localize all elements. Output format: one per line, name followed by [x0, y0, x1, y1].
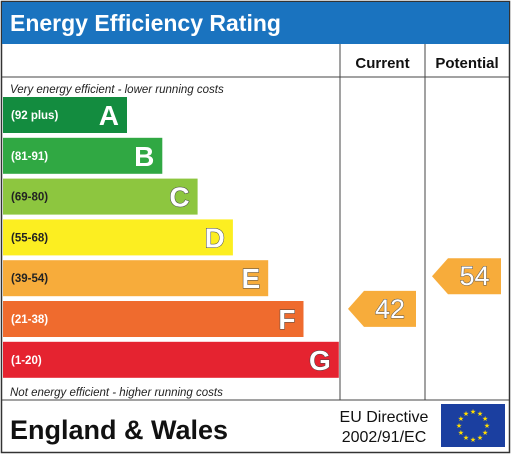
potential-rating-value: 54 — [459, 261, 489, 291]
flag-star-icon: ★ — [477, 410, 483, 418]
band-letter: G — [309, 345, 331, 376]
band-letter: B — [134, 141, 154, 172]
directive-line-2: 2002/91/EC — [342, 429, 427, 446]
current-rating-value: 42 — [375, 294, 405, 324]
rating-band-d — [3, 219, 233, 256]
note-bottom: Not energy efficient - higher running co… — [10, 387, 223, 399]
rating-band-f — [3, 301, 304, 337]
band-letter: A — [99, 100, 119, 131]
rating-band-c — [3, 178, 198, 215]
rating-band-g — [3, 341, 339, 378]
flag-star-icon: ★ — [458, 415, 464, 423]
eu-flag-icon — [441, 404, 505, 447]
potential-rating-arrow — [432, 258, 501, 295]
rating-band-b — [3, 137, 163, 174]
rating-band-e — [3, 260, 269, 297]
band-range-label: (92 plus) — [11, 110, 58, 122]
note-top: Very energy efficient - lower running co… — [10, 84, 224, 96]
flag-star-icon: ★ — [463, 410, 469, 418]
band-range-label: (55-68) — [11, 232, 48, 244]
rating-band-a — [3, 97, 127, 133]
band-letter: F — [278, 304, 295, 335]
flag-star-icon: ★ — [482, 415, 488, 423]
footer-region-label: England & Wales — [10, 415, 228, 445]
flag-star-icon: ★ — [477, 434, 483, 442]
flag-star-icon: ★ — [484, 422, 490, 430]
flag-star-icon: ★ — [470, 408, 476, 416]
band-range-label: (39-54) — [11, 273, 48, 285]
band-letter: D — [205, 222, 225, 253]
flag-star-icon: ★ — [482, 429, 488, 437]
current-rating-arrow — [348, 290, 416, 327]
flag-star-icon: ★ — [470, 436, 476, 444]
column-header-current: Current — [355, 55, 409, 72]
band-range-label: (1-20) — [11, 355, 42, 367]
flag-star-icon: ★ — [456, 422, 462, 430]
column-header-potential: Potential — [435, 55, 498, 72]
page-title: Energy Efficiency Rating — [2, 2, 509, 44]
band-range-label: (81-91) — [11, 151, 48, 163]
band-range-label: (69-80) — [11, 192, 48, 204]
flag-star-icon: ★ — [458, 429, 464, 437]
band-letter: E — [242, 263, 261, 294]
directive-line-1: EU Directive — [340, 409, 429, 426]
band-range-label: (21-38) — [11, 314, 48, 326]
band-letter: C — [169, 182, 189, 213]
flag-star-icon: ★ — [463, 434, 469, 442]
